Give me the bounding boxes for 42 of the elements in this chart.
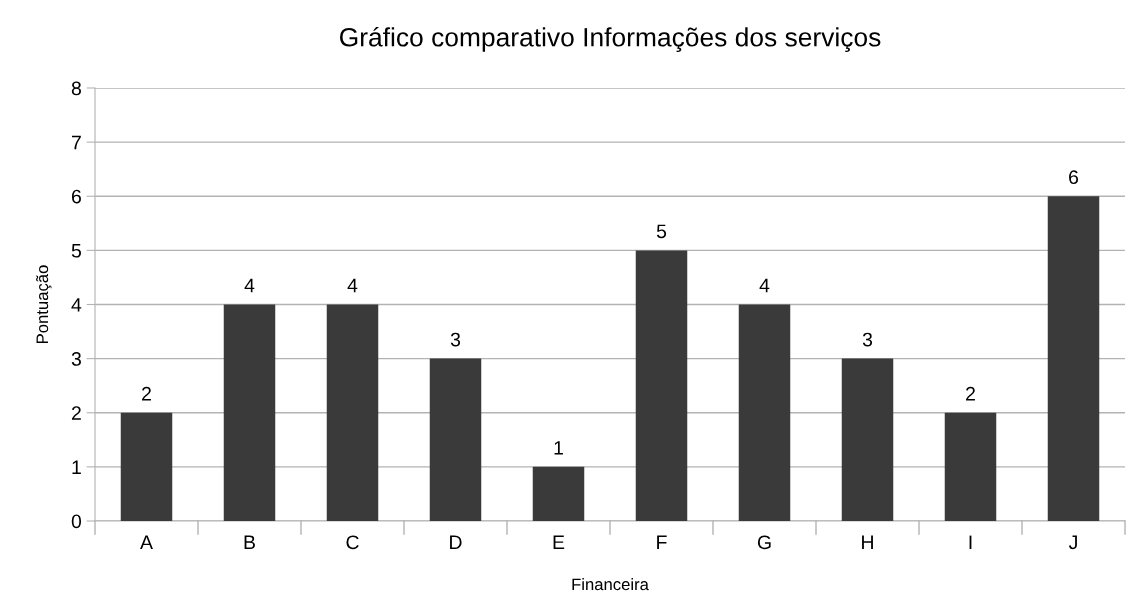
- x-tick-label: J: [1068, 535, 1077, 550]
- data-label: 6: [1069, 170, 1079, 185]
- y-tick-label: 1: [72, 460, 81, 474]
- bar: [944, 412, 997, 521]
- data-label: 2: [142, 386, 151, 401]
- x-tick-label: E: [553, 535, 565, 549]
- x-tick-label: G: [757, 535, 771, 550]
- y-tick-label: 6: [71, 189, 81, 204]
- y-tick-label: 8: [71, 81, 81, 96]
- data-label: 1: [554, 441, 563, 455]
- x-tick-label: I: [969, 535, 972, 549]
- data-label: 3: [450, 332, 461, 347]
- x-tick-label: C: [346, 535, 359, 550]
- x-tick-label: B: [244, 535, 255, 549]
- x-axis-title: Financeira: [572, 578, 649, 591]
- bar: [429, 358, 482, 521]
- x-tick-label: F: [657, 535, 667, 549]
- y-axis-title: Pontuação: [36, 265, 52, 343]
- bar: [532, 466, 585, 521]
- y-tick-label: 3: [71, 352, 81, 366]
- bar: [841, 358, 894, 521]
- x-tick-label: A: [140, 535, 153, 549]
- data-label: 4: [759, 278, 770, 293]
- data-label: 4: [347, 278, 358, 293]
- y-tick-label: 0: [71, 514, 82, 529]
- y-tick-label: 4: [71, 298, 82, 312]
- chart-title: Gráfico comparativo Informações dos serviços: [340, 26, 881, 52]
- bar: [1047, 196, 1100, 521]
- y-tick-label: 2: [71, 406, 81, 420]
- bar: [635, 250, 688, 521]
- x-tick-label: D: [450, 535, 462, 549]
- data-label: 5: [656, 224, 667, 239]
- data-label: 2: [966, 386, 975, 401]
- data-label: 3: [862, 332, 873, 347]
- y-tick-label: 7: [71, 135, 81, 150]
- bar: [120, 412, 173, 521]
- data-label: 4: [244, 278, 255, 293]
- bar: [738, 304, 791, 521]
- bar: [326, 304, 379, 521]
- x-tick-label: H: [862, 535, 873, 549]
- y-tick-label: 5: [71, 244, 81, 258]
- bar: [223, 304, 276, 521]
